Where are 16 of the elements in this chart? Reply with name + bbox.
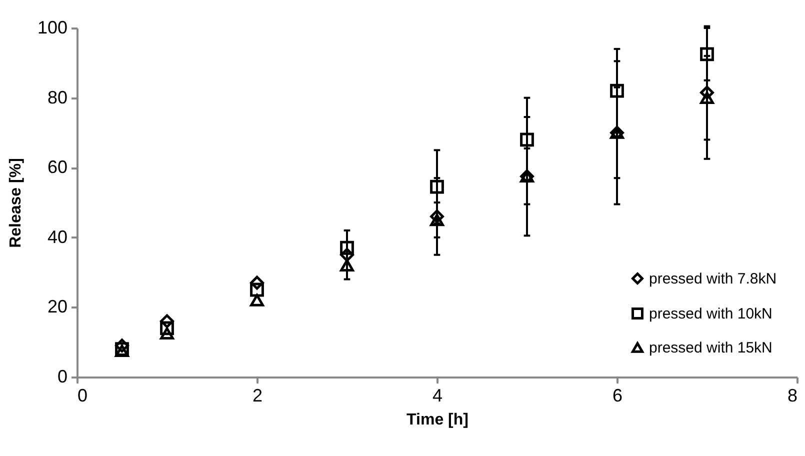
y-tick-label: 0	[57, 366, 68, 386]
y-tick-label: 60	[47, 157, 68, 178]
legend-label: pressed with 15kN	[649, 340, 772, 356]
y-axis-title: Release [%]	[7, 158, 24, 248]
y-tick-label: 40	[47, 226, 68, 247]
x-tick-label: 6	[612, 386, 623, 406]
y-tick-label: 100	[37, 18, 68, 38]
y-tick-label: 80	[47, 87, 68, 108]
x-tick-label: 4	[432, 386, 443, 406]
x-tick-label: 2	[252, 386, 263, 406]
x-tick-label: 8	[787, 386, 798, 406]
legend-label: pressed with 7.8kN	[649, 270, 777, 288]
x-tick-label: 0	[78, 386, 88, 406]
legend-label: pressed with 10kN	[649, 306, 772, 322]
x-axis-title: Time [h]	[406, 412, 468, 428]
y-tick-label: 20	[47, 296, 68, 317]
